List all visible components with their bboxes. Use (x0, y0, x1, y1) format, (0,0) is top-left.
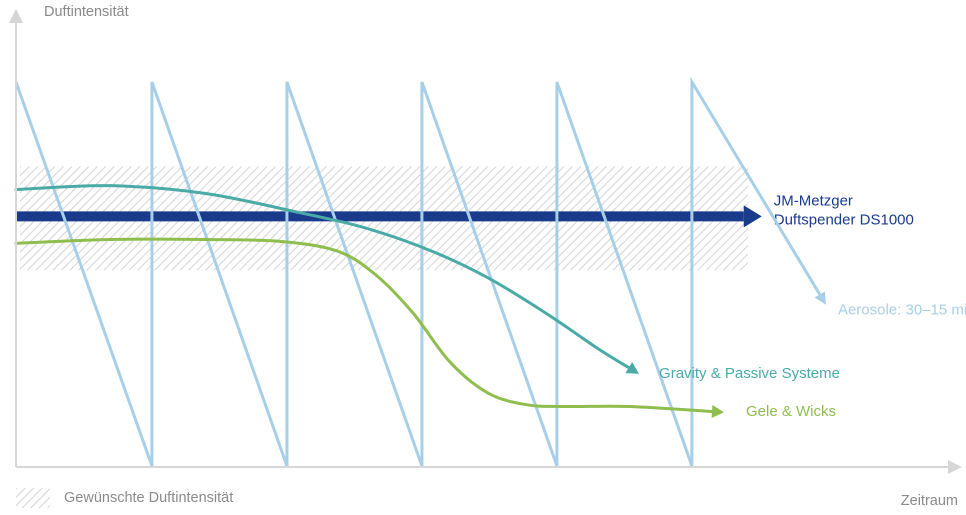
series-label-line: JM-Metzger (774, 192, 853, 209)
series-label: Aerosole: 30–15 min zwischen den Sprays (838, 302, 966, 319)
y-axis-arrow-icon (9, 9, 23, 23)
jm-metzger-arrowhead-icon (743, 205, 762, 228)
legend-hatch-swatch (16, 488, 50, 508)
legend: Gewünschte Duftintensität (16, 488, 233, 508)
series-label-line: Aerosole: 30–15 min zwischen den Sprays (838, 302, 966, 319)
x-axis-label: Zeitraum (900, 493, 958, 509)
x-axis-arrow-icon (948, 460, 962, 474)
y-axis-label: Duftintensität (44, 4, 129, 20)
gele-wicks-arrowhead-icon (711, 405, 724, 418)
aerosol-sawtooth-line (14, 76, 822, 467)
series-label-line: Duftspender DS1000 (774, 211, 914, 228)
gravity-passive-arrowhead-icon (625, 362, 640, 374)
series-label: Gravity & Passive Systeme (659, 365, 840, 382)
series-label: JM-Metzger Duftspender DS1000 (774, 192, 914, 228)
aerosol-arrowhead-icon (814, 291, 826, 305)
series-label-line: Gele & Wicks (746, 403, 836, 420)
series-label: Gele & Wicks (746, 403, 836, 420)
series-label-line: Gravity & Passive Systeme (659, 365, 840, 382)
gele-wicks-curve (14, 237, 714, 414)
legend-label: Gewünschte Duftintensität (64, 490, 234, 506)
gravity-passive-curve (14, 184, 631, 370)
